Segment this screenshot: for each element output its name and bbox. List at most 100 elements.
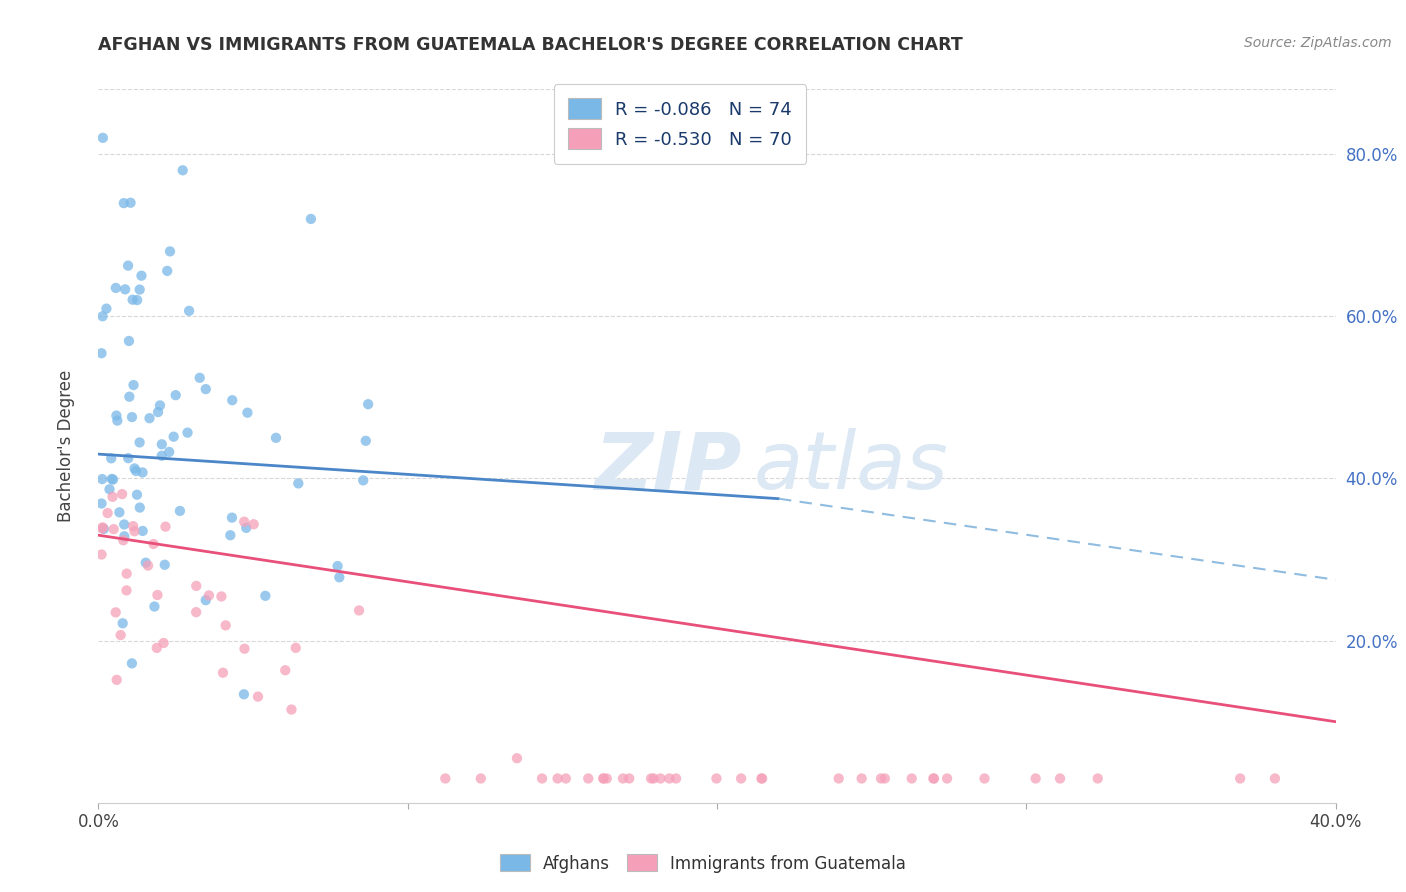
Point [101, 490, 124, 504]
Point [1087, 772, 1109, 786]
Point [153, 558, 176, 572]
Point [103, 522, 125, 536]
Point [658, 772, 681, 786]
Point [98, 482, 121, 496]
Point [922, 772, 945, 786]
Point [643, 772, 665, 786]
Point [751, 772, 773, 786]
Point [973, 772, 995, 786]
Point [254, 589, 277, 603]
Point [506, 751, 529, 765]
Point [117, 451, 139, 466]
Point [751, 772, 773, 786]
Point [96, 301, 118, 316]
Point [198, 589, 221, 603]
Legend: R = -0.086   N = 74, R = -0.530   N = 70: R = -0.086 N = 74, R = -0.530 N = 70 [554, 84, 806, 163]
Point [124, 524, 146, 539]
Point [159, 244, 181, 259]
Point [188, 371, 211, 385]
Point [592, 772, 614, 786]
Point [135, 556, 157, 570]
Point [101, 473, 124, 487]
Point [531, 772, 554, 786]
Point [146, 405, 169, 419]
Point [131, 268, 153, 283]
Point [169, 504, 191, 518]
Point [111, 616, 134, 631]
Point [146, 588, 169, 602]
Point [110, 628, 132, 642]
Point [870, 772, 893, 786]
Point [221, 510, 243, 524]
Point [828, 772, 851, 786]
Point [194, 593, 217, 607]
Point [111, 487, 134, 501]
Point [299, 211, 322, 226]
Point [177, 303, 200, 318]
Point [143, 599, 166, 614]
Point [91, 520, 114, 534]
Point [232, 687, 254, 701]
Point [576, 772, 599, 786]
Point [194, 382, 217, 396]
Point [284, 640, 307, 655]
Point [121, 657, 143, 671]
Text: atlas: atlas [754, 428, 949, 507]
Point [131, 524, 153, 538]
Point [287, 476, 309, 491]
Point [93, 522, 115, 536]
Point [186, 579, 208, 593]
Point [112, 196, 135, 211]
Point [157, 445, 180, 459]
Point [165, 388, 187, 402]
Point [1264, 772, 1286, 786]
Point [91, 472, 114, 486]
Point [91, 521, 114, 535]
Point [596, 772, 619, 786]
Point [851, 772, 873, 786]
Point [108, 505, 131, 519]
Point [242, 517, 264, 532]
Point [112, 517, 135, 532]
Point [136, 558, 159, 573]
Point [127, 293, 149, 307]
Point [91, 131, 114, 145]
Point [105, 414, 128, 428]
Point [118, 334, 141, 348]
Point [155, 519, 177, 533]
Point [128, 283, 150, 297]
Point [121, 293, 143, 307]
Point [163, 430, 186, 444]
Point [176, 425, 198, 440]
Point [219, 528, 242, 542]
Point [105, 409, 128, 423]
Point [122, 378, 145, 392]
Point [640, 772, 662, 786]
Text: Source: ZipAtlas.com: Source: ZipAtlas.com [1244, 36, 1392, 50]
Point [115, 583, 138, 598]
Point [146, 640, 169, 655]
Point [900, 772, 922, 786]
Point [90, 496, 112, 510]
Point [619, 772, 641, 786]
Point [470, 772, 492, 786]
Point [156, 264, 179, 278]
Text: ZIP: ZIP [595, 428, 742, 507]
Point [592, 772, 614, 786]
Point [706, 772, 728, 786]
Point [104, 606, 127, 620]
Point [138, 411, 160, 425]
Point [650, 772, 672, 786]
Point [264, 431, 287, 445]
Point [125, 464, 148, 478]
Legend: Afghans, Immigrants from Guatemala: Afghans, Immigrants from Guatemala [494, 847, 912, 880]
Point [91, 310, 114, 324]
Point [352, 474, 374, 488]
Point [233, 641, 256, 656]
Point [115, 566, 138, 581]
Point [212, 665, 235, 680]
Point [547, 772, 569, 786]
Point [274, 663, 297, 677]
Point [100, 451, 122, 466]
Point [357, 397, 380, 411]
